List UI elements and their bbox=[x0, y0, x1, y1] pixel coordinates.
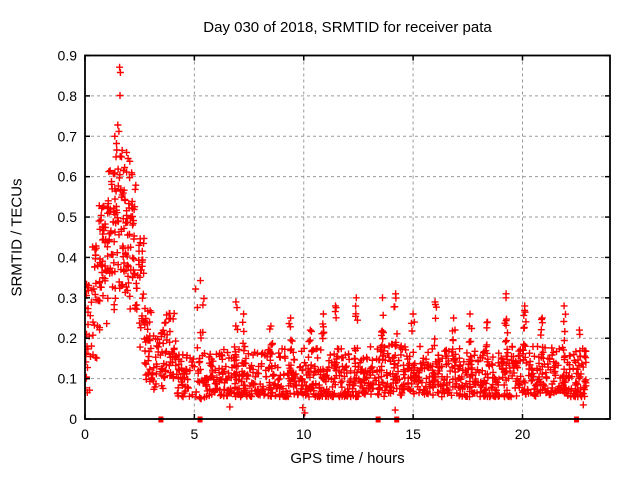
x-axis-label: GPS time / hours bbox=[290, 450, 405, 467]
x-tick-label: 15 bbox=[405, 426, 421, 442]
y-axis-label-container: SRMTID / TECUs bbox=[0, 55, 34, 419]
x-tick-label: 10 bbox=[296, 426, 312, 442]
y-axis-label: SRMTID / TECUs bbox=[8, 177, 26, 297]
x-tick-label: 0 bbox=[81, 426, 89, 442]
scatter-points bbox=[85, 63, 590, 417]
x-tick-label: 20 bbox=[515, 426, 531, 442]
y-tick-label: 0 bbox=[69, 411, 77, 427]
y-tick-label: 0.2 bbox=[58, 330, 78, 346]
y-tick-label: 0.6 bbox=[58, 169, 78, 185]
y-tick-label: 0.3 bbox=[58, 290, 78, 306]
y-tick-label: 0.1 bbox=[58, 371, 78, 387]
plot-title: Day 030 of 2018, SRMTID for receiver pat… bbox=[203, 19, 492, 36]
plot-border bbox=[84, 54, 611, 420]
y-tick-label: 0.9 bbox=[58, 48, 78, 64]
y-tick-label: 0.8 bbox=[58, 88, 78, 104]
x-tick-label: 5 bbox=[190, 426, 198, 442]
y-tick-label: 0.5 bbox=[58, 209, 78, 225]
y-tick-label: 0.7 bbox=[58, 128, 78, 144]
y-tick-label: 0.4 bbox=[58, 249, 78, 265]
